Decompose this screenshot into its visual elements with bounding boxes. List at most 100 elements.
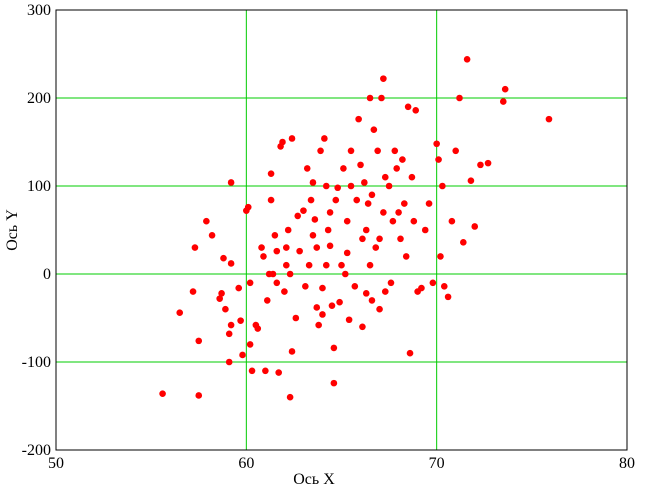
data-point <box>362 290 370 297</box>
data-point <box>305 261 313 269</box>
data-point <box>448 217 456 225</box>
data-point <box>347 182 355 190</box>
data-point <box>342 270 349 278</box>
data-point <box>239 351 246 359</box>
data-point <box>269 270 277 278</box>
data-point <box>302 283 309 290</box>
data-point <box>444 293 452 301</box>
data-point <box>340 165 347 172</box>
data-point <box>191 244 199 251</box>
data-point <box>303 165 311 172</box>
x-tick-label: 50 <box>48 455 64 472</box>
data-point <box>439 182 446 190</box>
data-point <box>336 298 343 306</box>
data-point <box>281 288 288 295</box>
y-tick-label: 300 <box>27 2 51 19</box>
data-point <box>381 173 389 181</box>
data-point <box>286 393 294 401</box>
y-tick-label: 0 <box>43 266 51 283</box>
data-point <box>334 184 341 192</box>
data-point <box>218 290 225 297</box>
data-point <box>227 260 235 267</box>
data-point <box>399 156 406 163</box>
data-point <box>248 367 256 375</box>
data-point <box>372 244 380 251</box>
data-point <box>195 337 203 345</box>
data-point <box>452 147 460 155</box>
data-point <box>176 309 184 317</box>
data-point <box>263 297 271 304</box>
data-point <box>294 212 302 220</box>
data-point <box>235 284 243 292</box>
y-tick-label: 200 <box>27 90 51 107</box>
data-point <box>378 94 385 102</box>
data-point <box>374 147 381 155</box>
data-point <box>368 191 376 199</box>
data-point <box>313 244 321 251</box>
data-point <box>359 235 366 243</box>
data-point <box>246 341 254 348</box>
data-point <box>309 179 317 186</box>
data-point <box>317 147 324 155</box>
data-point <box>227 321 235 329</box>
y-tick-labels: -200 -100 0 100 200 300 <box>22 2 51 459</box>
data-point <box>429 279 437 287</box>
data-point <box>267 170 275 177</box>
data-point <box>309 231 317 239</box>
grid-lines <box>56 10 627 450</box>
data-point <box>463 55 471 63</box>
data-point <box>435 156 442 163</box>
data-point <box>237 317 244 324</box>
data-point <box>286 270 294 278</box>
data-point <box>296 247 303 255</box>
x-tick-label: 80 <box>619 455 635 472</box>
data-point <box>499 98 507 105</box>
data-point <box>271 231 279 239</box>
data-point <box>357 161 364 169</box>
data-point <box>366 261 374 269</box>
data-point <box>370 126 378 133</box>
data-point <box>347 147 355 155</box>
data-point <box>484 159 492 167</box>
data-point <box>387 279 395 287</box>
data-point <box>412 107 420 114</box>
data-point <box>345 316 353 324</box>
data-point <box>343 249 351 257</box>
data-point <box>361 179 368 186</box>
x-tick-labels: 50 60 70 80 <box>48 455 635 472</box>
data-point <box>222 305 229 313</box>
data-point <box>332 196 340 204</box>
data-point <box>227 179 235 186</box>
data-point <box>380 75 387 82</box>
data-point <box>418 284 425 292</box>
data-point <box>359 323 366 331</box>
data-point <box>410 217 418 225</box>
data-point <box>216 295 223 302</box>
data-point <box>437 253 444 260</box>
data-point <box>330 344 338 352</box>
data-point <box>408 173 416 181</box>
data-point <box>404 103 412 111</box>
data-point <box>389 217 397 225</box>
plot-frame <box>55 9 628 451</box>
data-point <box>262 367 269 375</box>
data-point <box>376 235 383 243</box>
data-point <box>467 177 475 185</box>
data-point <box>195 392 203 399</box>
data-point <box>284 226 292 234</box>
data-point <box>545 115 553 123</box>
data-point <box>225 330 233 338</box>
data-point <box>364 200 372 207</box>
data-point <box>425 200 433 207</box>
data-point <box>246 279 254 287</box>
data-point <box>471 223 479 230</box>
data-point <box>393 165 400 172</box>
data-point <box>368 297 376 304</box>
data-point <box>380 209 387 216</box>
data-point <box>460 239 467 246</box>
data-point <box>260 253 267 260</box>
data-point <box>307 196 315 204</box>
y-tick-label: 100 <box>27 178 51 195</box>
data-point <box>351 283 359 290</box>
